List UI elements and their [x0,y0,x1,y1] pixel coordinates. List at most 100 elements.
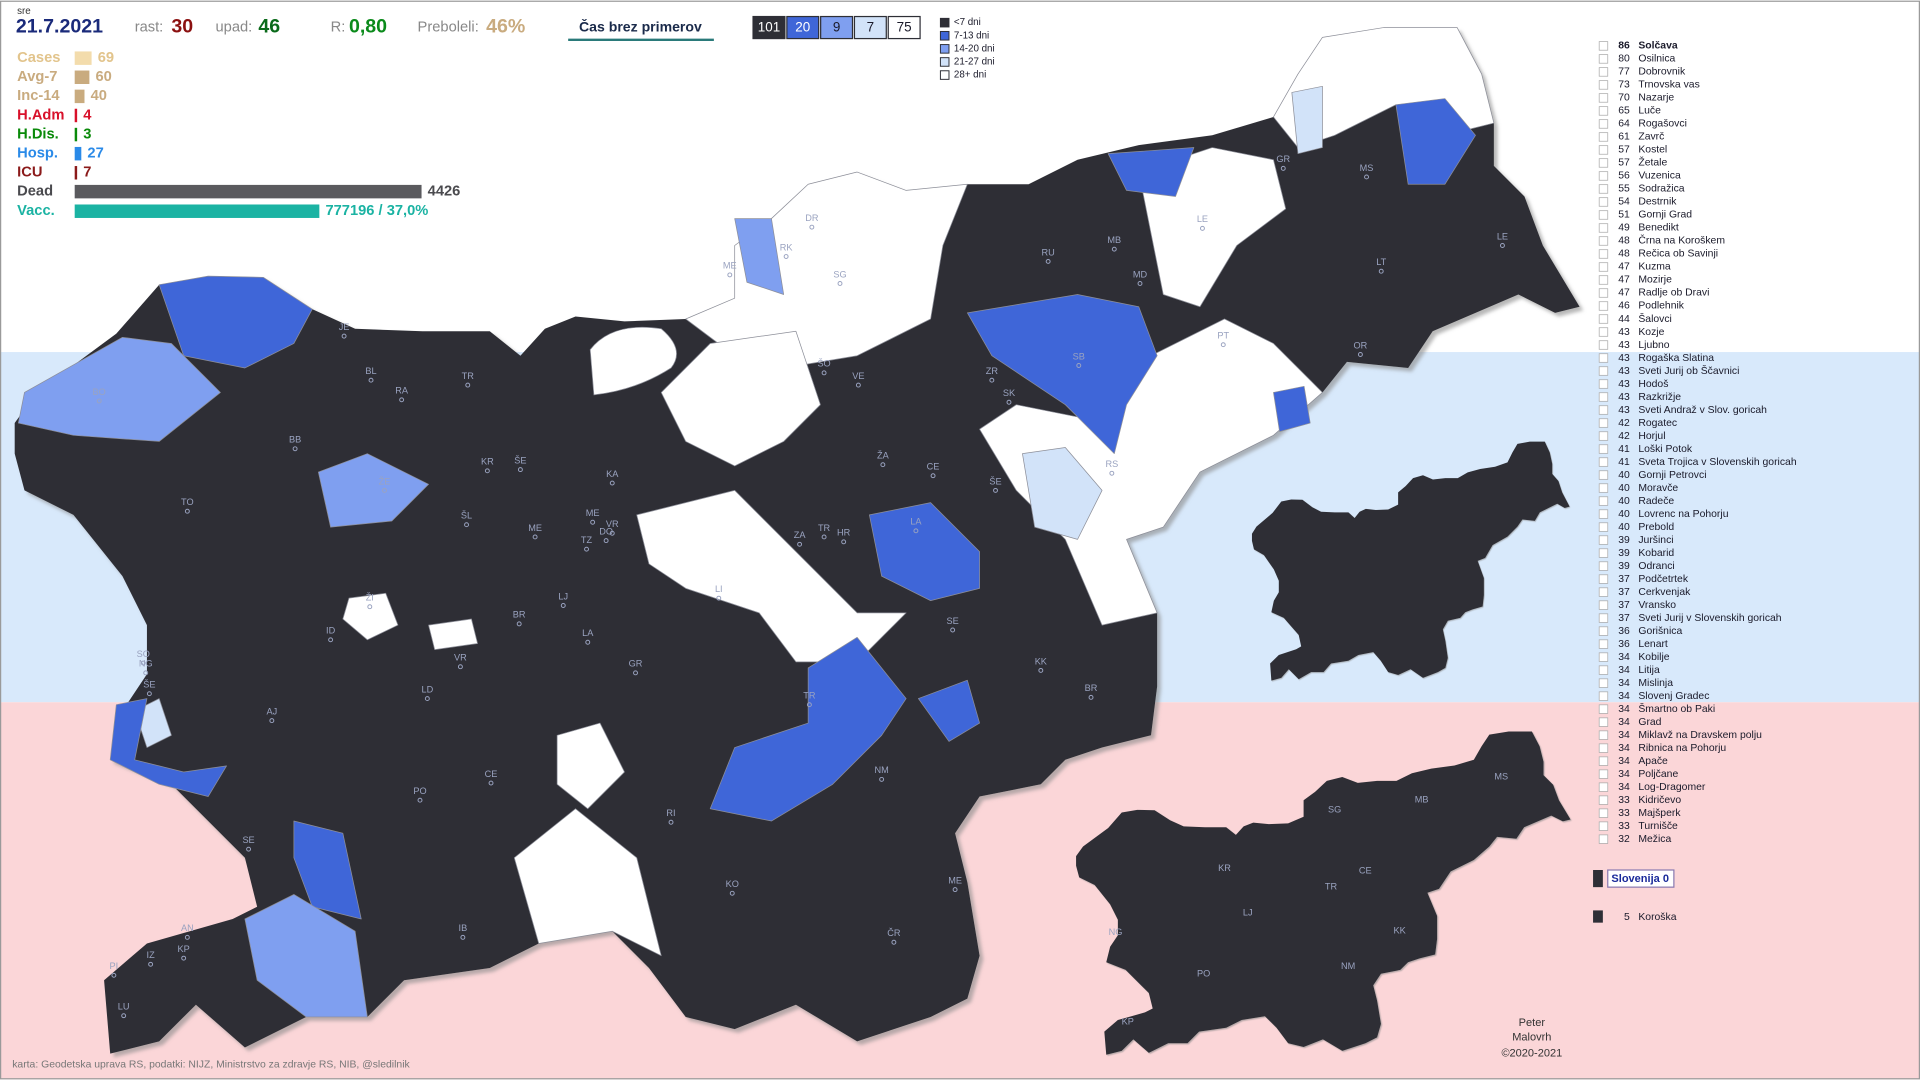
checkbox [1598,54,1609,64]
checkbox [1598,197,1609,207]
map-dot [184,508,190,514]
rank-name: Rogatec [1638,418,1677,429]
map-label: RU [1042,247,1055,257]
rank-name: Sveti Jurij ob Ščavnici [1638,364,1739,377]
region [158,275,313,369]
map-label: SG [833,269,846,279]
rank-value: 33 [1618,808,1630,819]
rast-label: rast: [135,19,164,35]
checkbox [1598,821,1609,831]
rank-name: Hodoš [1638,379,1668,390]
rank-value: 42 [1618,431,1630,442]
stat-value: 60 [96,69,112,85]
rank-name: Radlje ob Dravi [1638,288,1709,299]
stat-bar [74,146,82,161]
rank-name: Cerkvenjak [1638,587,1691,598]
map-label: HR [837,528,851,538]
rank-value: 37 [1618,587,1630,598]
map-label: RS [1105,459,1118,469]
region [1395,98,1476,185]
mini-map-label: SG [1328,804,1341,814]
stat-value: 27 [87,146,103,162]
rank-name: Juršinci [1638,535,1673,546]
rank-name: Zavrč [1638,132,1664,143]
rank-name: Odranci [1638,561,1674,572]
map-label: BB [289,435,301,445]
map-dot [841,539,847,545]
rank-value: 57 [1618,145,1630,156]
map-label: DO [599,526,613,536]
checkbox [1598,509,1609,519]
rank-name: Solčava [1638,41,1678,52]
checkbox [1598,678,1609,688]
stat-bar [74,89,85,104]
region [709,636,907,822]
mini-map-label: CE [1359,866,1372,876]
author: Peter [1519,1017,1546,1029]
map-dot [729,890,735,896]
legend-label: 14-20 dni [954,43,995,54]
region [244,894,368,1018]
rank-value: 64 [1618,119,1630,130]
region [318,453,429,528]
rank-name: Kobarid [1638,548,1674,559]
checkbox [1598,314,1609,324]
map-dot [609,530,615,536]
summary-box[interactable] [1607,869,1675,888]
button[interactable]: Čas brez primerov [568,15,714,42]
checkbox [1598,600,1609,610]
rank-value: 34 [1618,756,1630,767]
checkbox [1598,496,1609,506]
rank-name: Moravče [1638,483,1678,494]
map-label: ZA [794,530,807,540]
checkbox [1598,795,1609,805]
author: Malovrh [1512,1032,1551,1044]
checkbox [1598,652,1609,662]
stat-bar [74,70,90,84]
map-dot [399,397,405,403]
map-dot [891,939,897,945]
checkbox [1598,418,1609,428]
checkbox [1598,561,1609,571]
button-bg[interactable] [568,15,714,42]
map-dot [488,780,494,786]
map-label: ŽI [366,593,374,603]
stat-label: ICU [17,165,42,181]
checkbox [1598,444,1609,454]
rank-name: Žetale [1638,156,1667,169]
button-label[interactable]: Čas brez primerov [579,17,702,34]
map-label: PO [413,786,426,796]
summary-total[interactable]: Slovenija 0 [1611,873,1669,885]
checkbox [1598,392,1609,402]
checkbox [1598,522,1609,532]
mini-map-label: PO [1197,969,1210,979]
map-label: KK [1035,656,1048,666]
footer: karta: Geodetska uprava RS, podatki: NIJ… [12,1017,1562,1070]
map-label: ŠO [817,359,830,369]
rank-name: Apače [1638,756,1668,767]
map-label: GR [629,659,643,669]
rank-name: Podčetrtek [1638,574,1688,585]
map-label: GR [1276,154,1290,164]
checkbox [1598,665,1609,675]
stat-value: 4426 [428,184,461,200]
map-dot [880,462,886,468]
map-label: TO [181,497,194,507]
rank-value: 43 [1618,327,1630,338]
map-dot [560,603,566,608]
map-dot [516,621,522,627]
mini-map-label: TR [1325,882,1338,892]
rank-name: Majšperk [1638,808,1681,819]
rank-value: 33 [1618,821,1630,832]
map-label: JE [339,322,350,332]
summary-swatch [1593,870,1603,888]
rank-name: Slovenj Gradec [1638,691,1709,702]
ranking: 86 Solčava 80 Osilnica 77 Dobrovnik 73 Trnovska… [1598,41,1797,845]
map-label: LT [1376,257,1386,267]
map-dot [464,522,469,528]
map-dot [1076,363,1082,368]
map-label: TR [818,523,831,533]
rank-value: 70 [1618,93,1630,104]
rank-value: 77 [1618,67,1630,78]
